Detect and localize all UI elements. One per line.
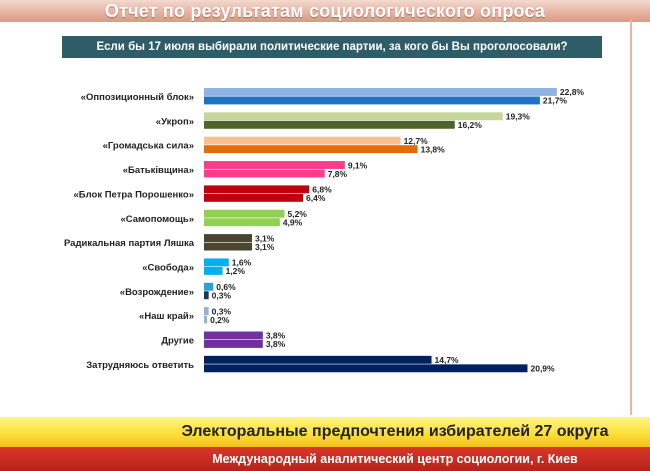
data-label: 21,7% — [543, 96, 568, 106]
page-title: Отчет по результатам социологического оп… — [104, 1, 546, 21]
data-label: 0,6% — [216, 282, 236, 292]
data-label: 22,8% — [560, 87, 585, 97]
bar — [204, 88, 557, 96]
data-label: 14,7% — [435, 355, 460, 365]
footer-subtitle-band — [0, 447, 650, 471]
data-label: 9,1% — [348, 160, 368, 170]
data-label: 3,1% — [255, 242, 275, 252]
data-label: 3,8% — [266, 339, 286, 349]
bar — [204, 242, 252, 251]
category-label: Затрудняюсь ответить — [86, 360, 194, 371]
bar — [204, 307, 209, 316]
data-label: 6,8% — [312, 185, 332, 195]
bar — [204, 161, 345, 169]
category-label: Другие — [161, 336, 194, 347]
right-divider — [630, 20, 632, 415]
bar — [204, 169, 325, 178]
bar — [204, 136, 401, 145]
bar — [204, 331, 263, 340]
top-banner — [0, 0, 650, 22]
bar — [204, 315, 208, 324]
data-label: 5,2% — [287, 209, 307, 219]
bar — [204, 282, 214, 291]
bar — [204, 185, 310, 194]
category-label: «Батьківщина» — [123, 165, 194, 176]
category-label: «Самопомощь» — [120, 214, 194, 225]
category-label: «Оппозиционный блок» — [81, 92, 194, 103]
data-label: 0,3% — [212, 291, 232, 301]
data-label: 3,8% — [266, 331, 286, 341]
bar — [204, 291, 209, 300]
bar — [204, 266, 223, 275]
bar — [204, 145, 418, 154]
category-label: «Свобода» — [142, 262, 194, 273]
data-label: 0,3% — [212, 306, 232, 316]
data-label: 3,1% — [255, 233, 275, 243]
category-label: «Наш край» — [139, 311, 194, 322]
data-label: 16,2% — [458, 120, 483, 130]
data-label: 7,8% — [328, 169, 348, 179]
footer-title: Электоральные предпочтения избирателей 2… — [181, 423, 609, 440]
category-label: «Громадська сила» — [103, 141, 194, 152]
data-label: 4,9% — [283, 217, 303, 227]
bar — [204, 209, 285, 218]
bar — [204, 364, 528, 373]
data-label: 0,2% — [210, 315, 230, 325]
chart-question: Если бы 17 июля выбирали политические па… — [96, 41, 568, 53]
data-label: 19,3% — [506, 112, 531, 122]
bar — [204, 193, 304, 202]
bar — [204, 112, 503, 121]
bar — [204, 355, 432, 364]
footer-subtitle: Международный аналитический центр социол… — [212, 452, 578, 466]
bar — [204, 340, 263, 348]
data-label: 1,6% — [232, 258, 252, 268]
data-label: 13,8% — [421, 144, 446, 154]
category-label: Радикальная партия Ляшка — [64, 238, 195, 249]
footer-title-band — [0, 417, 650, 447]
category-label: «Возрождение» — [120, 287, 194, 298]
bar-chart: «Оппозиционный блок» 22,8%21,7% «Укроп» 19,… — [64, 87, 585, 374]
data-label: 20,9% — [530, 364, 555, 374]
bar — [204, 258, 229, 267]
bar — [204, 234, 252, 242]
category-label: «Укроп» — [156, 116, 194, 127]
category-label: «Блок Петра Порошенко» — [74, 189, 194, 200]
bar — [204, 120, 455, 129]
data-label: 6,4% — [306, 193, 326, 203]
question-bar: Если бы 17 июля выбирали политические па… — [62, 36, 602, 58]
data-label: 12,7% — [404, 136, 429, 146]
bar — [204, 218, 280, 227]
bar — [204, 96, 540, 105]
data-label: 1,2% — [226, 266, 246, 276]
